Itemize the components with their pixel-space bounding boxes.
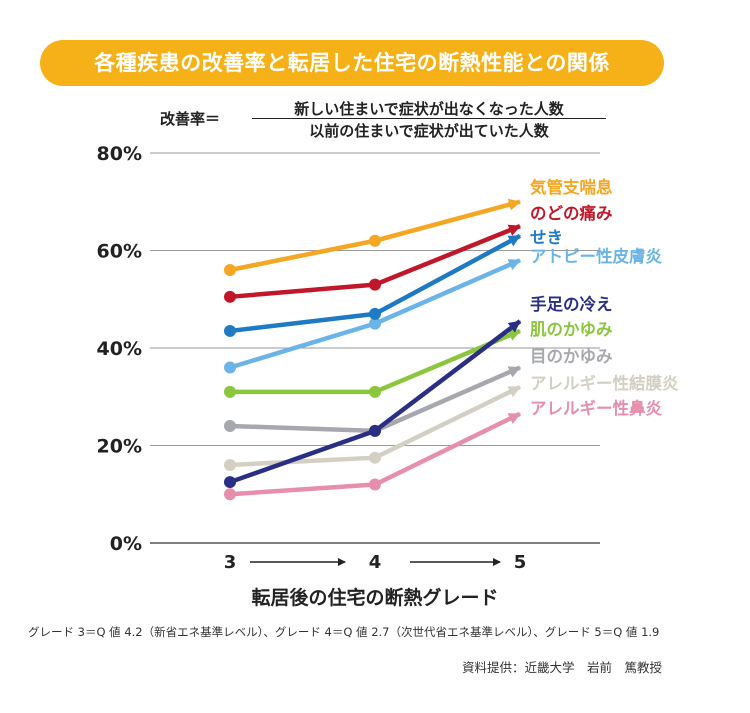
data-point <box>369 278 381 291</box>
y-tick-label: 0% <box>110 533 142 555</box>
data-point <box>224 459 236 471</box>
data-point <box>369 307 381 320</box>
formula-numerator: 新しい住まいで症状が出なくなった人数 <box>294 100 564 118</box>
series-label: 手足の冷え <box>530 294 613 314</box>
formula-fraction-bar <box>252 118 606 119</box>
series-line <box>230 328 521 395</box>
y-tick-label: 20% <box>97 436 142 458</box>
data-point <box>224 264 236 276</box>
data-point <box>224 488 236 501</box>
x-axis-label: 転居後の住宅の断熱グレード <box>251 586 498 609</box>
series-label: 目のかゆみ <box>530 347 613 366</box>
series-label: のどの痛み <box>530 203 613 223</box>
data-point <box>369 385 381 398</box>
chart-title: 各種疾患の改善率と転居した住宅の断熱性能との関係 <box>40 40 664 86</box>
footnote: グレード 3＝Q 値 4.2（新省エネ基準レベル）、グレード 4＝Q 値 2.7… <box>28 625 660 639</box>
series-label: 気管支喘息 <box>529 177 613 197</box>
data-point <box>369 424 381 437</box>
x-tick-label: 4 <box>369 552 382 573</box>
data-point <box>369 234 381 247</box>
series-line <box>229 365 521 434</box>
series-label: アレルギー性結膜炎 <box>530 373 679 393</box>
series-label: アレルギー性鼻炎 <box>530 398 663 418</box>
series-label: アトピー性皮膚炎 <box>530 246 663 266</box>
x-tick-label: 5 <box>514 552 527 573</box>
data-point <box>369 478 381 491</box>
source-credit: 資料提供：近畿大学 岩前 篤教授 <box>461 660 662 675</box>
data-point <box>224 476 236 489</box>
y-tick-label: 60% <box>97 241 142 263</box>
y-tick-label: 80% <box>97 143 142 165</box>
y-tick-label: 40% <box>97 338 142 360</box>
data-point <box>369 451 381 464</box>
series-label: せき <box>530 228 563 247</box>
formula-denominator: 以前の住まいで症状が出ていた人数 <box>309 122 549 140</box>
data-point <box>224 420 236 432</box>
data-point <box>369 317 381 330</box>
data-point <box>224 361 236 374</box>
data-point <box>224 290 236 303</box>
series-label: 肌のかゆみ <box>529 320 613 339</box>
data-point <box>224 385 236 398</box>
formula-lhs: 改善率＝ <box>160 110 221 128</box>
x-tick-label: 3 <box>224 552 237 573</box>
data-point <box>224 324 236 337</box>
formula: 改善率＝ 新しい住まいで症状が出なくなった人数 以前の住まいで症状が出ていた人数 <box>160 98 620 140</box>
